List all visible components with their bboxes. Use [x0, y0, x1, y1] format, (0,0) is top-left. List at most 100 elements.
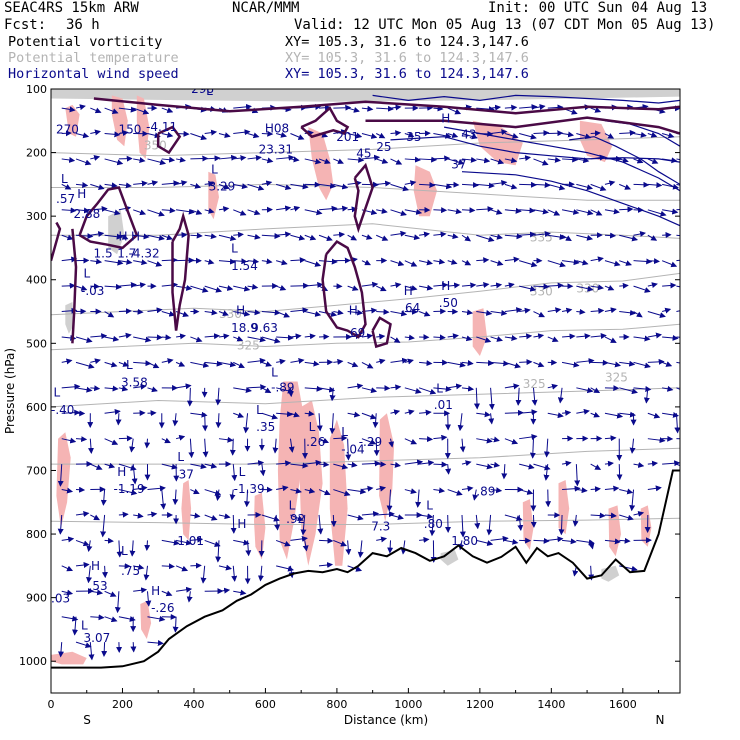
wind-vector-357: [304, 234, 317, 241]
wind-vector-208: [190, 411, 208, 418]
wind-vector-449: [376, 234, 389, 241]
wind-vector-61: [86, 540, 93, 553]
wind-vector-594: [490, 282, 503, 289]
legend-theta-xy: XY= 105.3, 31.6 to 124.3,147.6: [285, 50, 529, 66]
wind-vector-456: [372, 413, 379, 429]
annotation-45: .01: [434, 398, 453, 412]
wind-vector-802: [647, 460, 659, 467]
wind-vector-557: [461, 259, 472, 266]
wind-vector-360: [304, 311, 322, 317]
wind-vector-679: [562, 156, 579, 163]
wind-vector-604: [490, 535, 509, 542]
wind-vector-92: [118, 205, 132, 212]
annotation-33: .69: [346, 326, 365, 340]
wind-vector-564: [459, 438, 466, 453]
wind-vector-222: [204, 258, 215, 265]
wind-vector-373: [318, 182, 337, 189]
wind-vector-81: [100, 489, 107, 506]
wind-vector-82: [100, 514, 107, 538]
wind-vector-614: [504, 335, 518, 341]
wind-vector-553: [461, 156, 477, 163]
wind-vector-264: [233, 310, 251, 317]
annotation-62: L: [426, 499, 433, 513]
wind-vector-467: [390, 230, 407, 237]
wind-vector-797: [647, 332, 662, 339]
wind-vector-687: [561, 361, 580, 368]
wind-vector-247: [215, 387, 222, 406]
wind-vector-228: [202, 413, 209, 432]
y-tick-label-4: 500: [26, 337, 47, 350]
wind-vector-574: [476, 234, 495, 242]
wind-vector-536: [447, 158, 465, 165]
wind-vector-414: [347, 285, 359, 291]
annotation-24: -4.32: [129, 247, 160, 261]
wind-vector-345: [290, 411, 300, 418]
wind-vector-754: [619, 183, 631, 190]
wind-vector-57: [87, 438, 94, 455]
wind-vector-491: [404, 387, 422, 394]
wind-vector-698: [576, 183, 593, 191]
wind-vector-118: [133, 308, 144, 315]
theta-line-5: [51, 517, 680, 525]
y-tick-label-8: 900: [26, 592, 47, 605]
wind-vector-60: [90, 514, 100, 521]
wind-vector-403: [333, 463, 349, 470]
wind-vector-238: [218, 154, 238, 161]
wind-vector-387: [319, 537, 334, 544]
wind-vector-562: [461, 385, 475, 392]
annotation-32: H: [349, 304, 358, 318]
wind-vector-734: [604, 133, 615, 139]
wind-vector-759: [619, 309, 636, 316]
y-tick-label-9: 1000: [19, 655, 47, 668]
annotation-50: L: [341, 425, 348, 439]
wind-vector-474: [390, 409, 401, 416]
wind-vector-512: [419, 460, 435, 466]
wind-vector-108: [118, 616, 136, 622]
x-tick-label-7: 1400: [537, 698, 565, 711]
annotation-31: 9.63: [251, 321, 278, 335]
wind-vector-654: [529, 438, 536, 459]
wind-vector-555: [461, 207, 476, 214]
wind-vector-125: [133, 485, 148, 492]
wind-vector-15: [61, 487, 74, 494]
wind-vector-351: [288, 565, 295, 579]
wind-vector-93: [118, 234, 129, 240]
wind-vector-785: [629, 489, 636, 512]
y-tick-label-0: 100: [26, 83, 47, 96]
wind-vector-559: [461, 309, 474, 316]
wind-vector-80: [104, 462, 116, 469]
wind-vector-667: [547, 307, 562, 314]
wind-vector-659: [547, 104, 564, 111]
wind-vector-43: [75, 641, 92, 649]
wind-vector-67: [104, 131, 121, 138]
wind-vector-154: [161, 107, 174, 114]
wind-vector-107: [114, 591, 121, 614]
wind-vector-234: [200, 565, 207, 584]
wind-vector-157: [161, 180, 180, 187]
annotation-43: -.89: [271, 381, 294, 395]
wind-vector-829: [676, 336, 680, 338]
wind-vector-7: [61, 282, 76, 289]
wind-vector-441: [361, 485, 374, 492]
wind-vector-775: [633, 231, 647, 237]
wind-vector-619: [501, 464, 508, 480]
wind-vector-240: [218, 206, 230, 213]
annotation-76: 1.80: [451, 534, 478, 548]
wind-vector-799: [643, 387, 650, 404]
wind-vector-352: [304, 104, 322, 110]
wind-vector-215: [186, 591, 193, 603]
wind-vector-627: [519, 207, 536, 214]
wind-vector-728: [590, 463, 602, 470]
wind-vector-561: [461, 360, 474, 367]
south-label: S: [83, 713, 91, 727]
wind-vector-31: [75, 336, 93, 343]
wind-vector-209: [188, 438, 195, 459]
wind-vector-207: [186, 387, 193, 407]
wind-vector-569: [476, 106, 495, 113]
y-tick-label-2: 300: [26, 210, 47, 223]
wind-vector-44: [90, 107, 102, 114]
wind-vector-521: [433, 231, 447, 238]
wind-vector-87: [101, 642, 108, 657]
wind-vector-72: [104, 259, 124, 266]
wind-vector-363: [304, 385, 323, 392]
